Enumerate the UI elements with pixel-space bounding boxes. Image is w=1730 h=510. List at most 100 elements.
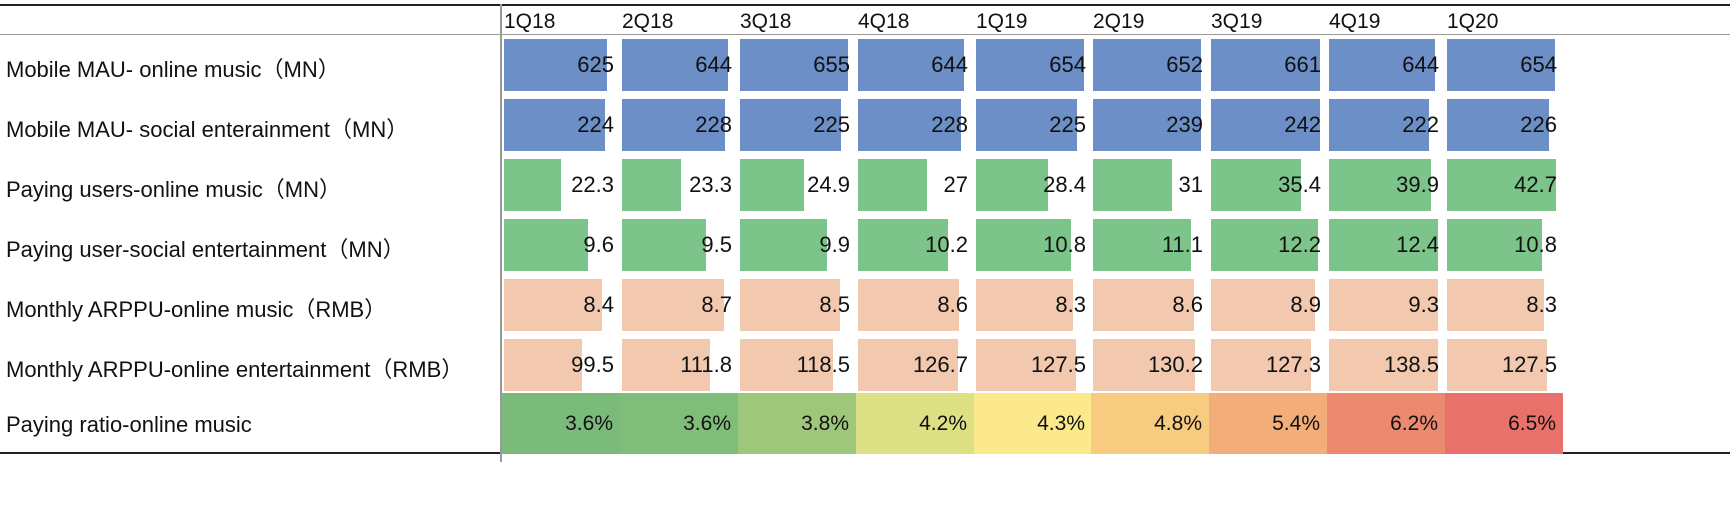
cell-value: 8.5 (819, 292, 850, 317)
data-bar (740, 39, 848, 91)
cell-value: 42.7 (1514, 172, 1557, 197)
cell-value: 239 (1166, 112, 1203, 137)
cell-value: 3.6% (683, 412, 731, 435)
header-divider (0, 34, 1730, 35)
row-label: Mobile MAU- social enterainment（MN） (6, 117, 409, 142)
data-bar (1093, 99, 1201, 151)
column-header-2Q18: 2Q18 (622, 10, 674, 33)
data-bar (740, 339, 833, 391)
data-bar (622, 279, 724, 331)
data-bar (1211, 219, 1318, 271)
cell-value: 12.4 (1396, 232, 1439, 257)
cell-value: 27 (943, 172, 968, 197)
data-bar (740, 279, 840, 331)
cell-value: 655 (813, 52, 850, 77)
data-bar (1093, 39, 1201, 91)
heatmap-cell (856, 393, 974, 454)
cell-value: 8.3 (1055, 292, 1086, 317)
data-bar (1329, 279, 1438, 331)
cell-value: 9.5 (701, 232, 732, 257)
heatmap-cell (1209, 393, 1327, 454)
data-bar (976, 99, 1077, 151)
cell-value: 24.9 (807, 172, 850, 197)
top-border (0, 4, 1730, 6)
row-label: Monthly ARPPU-online entertainment（RMB） (6, 357, 464, 382)
cell-value: 8.4 (583, 292, 614, 317)
cell-value: 4.3% (1037, 412, 1085, 435)
cell-value: 12.2 (1278, 232, 1321, 257)
cell-value: 3.6% (565, 412, 613, 435)
heatmap-cell (620, 393, 738, 454)
column-header-4Q18: 4Q18 (858, 10, 910, 33)
column-header-1Q20: 1Q20 (1447, 10, 1499, 33)
data-bar (1447, 219, 1542, 271)
cell-value: 225 (813, 112, 850, 137)
row-label: Paying users-online music（MN） (6, 177, 341, 202)
cell-value: 10.8 (1514, 232, 1557, 257)
cell-value: 242 (1284, 112, 1321, 137)
cell-value: 10.8 (1043, 232, 1086, 257)
data-bar (1447, 39, 1555, 91)
column-header-3Q19: 3Q19 (1211, 10, 1263, 33)
data-bar (622, 99, 725, 151)
cell-value: 4.8% (1154, 412, 1202, 435)
data-bar (504, 159, 561, 211)
cell-value: 10.2 (925, 232, 968, 257)
cell-value: 9.9 (819, 232, 850, 257)
cell-value: 11.1 (1161, 232, 1203, 257)
data-bar (740, 99, 841, 151)
cell-value: 23.3 (689, 172, 732, 197)
row-label: Mobile MAU- online music（MN） (6, 57, 340, 82)
cell-value: 5.4% (1272, 412, 1320, 435)
data-bar (1211, 39, 1320, 91)
data-bar (1329, 99, 1429, 151)
data-bar (976, 159, 1048, 211)
data-bar (858, 159, 927, 211)
cell-value: 130.2 (1147, 352, 1203, 377)
cell-value: 6.2% (1390, 412, 1438, 435)
row-label: Paying ratio-online music (6, 412, 252, 437)
cell-value: 127.5 (1030, 352, 1086, 377)
heatmap-cell (738, 393, 856, 454)
column-header-1Q19: 1Q19 (976, 10, 1028, 33)
column-header-1Q18: 1Q18 (504, 10, 556, 33)
cell-value: 127.5 (1501, 352, 1557, 377)
cell-value: 228 (931, 112, 968, 137)
heatmap-cell (502, 393, 620, 454)
data-bar (1093, 339, 1195, 391)
data-bar (1211, 279, 1315, 331)
data-bar (1093, 159, 1172, 211)
cell-value: 8.9 (1290, 292, 1321, 317)
data-bar (740, 219, 827, 271)
data-bar (858, 99, 961, 151)
cell-value: 226 (1520, 112, 1557, 137)
data-bar (1329, 39, 1435, 91)
cell-value: 111.8 (680, 352, 732, 377)
data-bar (504, 279, 602, 331)
cell-value: 6.5% (1508, 412, 1556, 435)
data-bar (740, 159, 804, 211)
data-bar (622, 219, 706, 271)
data-bar (858, 339, 958, 391)
row-label: Monthly ARPPU-online music（RMB） (6, 297, 387, 322)
data-bar (858, 39, 964, 91)
cell-value: 654 (1049, 52, 1086, 77)
cell-value: 644 (695, 52, 732, 77)
data-bar (504, 39, 607, 91)
cell-value: 625 (577, 52, 614, 77)
data-bar (622, 39, 728, 91)
cell-value: 127.3 (1265, 352, 1321, 377)
data-bar (1447, 99, 1549, 151)
data-bar (976, 279, 1073, 331)
cell-value: 652 (1166, 52, 1203, 77)
data-bar (1211, 99, 1320, 151)
data-bar (1211, 339, 1311, 391)
cell-value: 4.2% (919, 412, 967, 435)
data-bar (976, 39, 1084, 91)
data-bar (858, 219, 948, 271)
data-bar (976, 339, 1076, 391)
cell-value: 654 (1520, 52, 1557, 77)
cell-value: 22.3 (571, 172, 614, 197)
heatmap-cell (1327, 393, 1445, 454)
